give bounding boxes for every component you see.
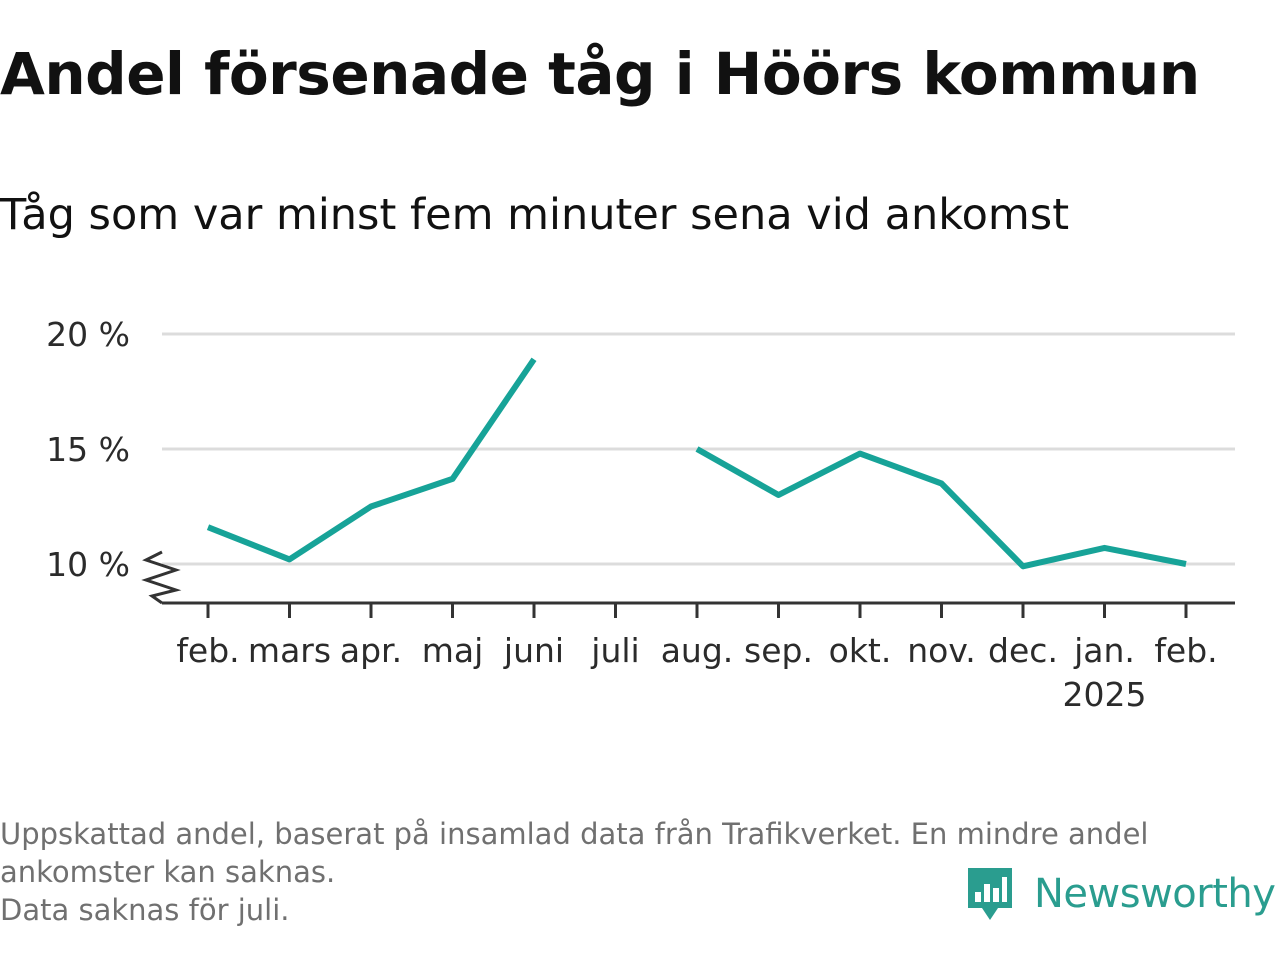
brand-name: Newsworthy [1034, 871, 1276, 917]
x-tick-label: juni [503, 631, 564, 670]
chart-subtitle: Tåg som var minst fem minuter sena vid a… [0, 190, 1070, 240]
footnote-line-3: Data saknas för juli. [0, 893, 290, 927]
newsworthy-bar-chart-icon [968, 868, 1012, 920]
x-tick-label: apr. [340, 631, 402, 670]
data-point [694, 446, 700, 452]
data-point [939, 481, 945, 487]
chart-title: Andel försenade tåg i Höörs kommun [0, 40, 1200, 108]
data-point [287, 556, 293, 562]
data-point [1020, 563, 1026, 569]
data-point [1102, 545, 1108, 551]
data-point [776, 492, 782, 498]
series-line [206, 357, 537, 563]
footnote-line-1: Uppskattad andel, baserat på insamlad da… [0, 817, 1149, 851]
x-tick-label: aug. [661, 631, 734, 670]
x-tick-label: juli [590, 631, 639, 670]
brand-logo: Newsworthy [964, 864, 1276, 924]
footnote: Uppskattad andel, baserat på insamlad da… [0, 815, 1270, 929]
x-year-label: 2025 [1063, 675, 1147, 714]
data-point [368, 504, 374, 510]
data-point [450, 476, 456, 482]
data-point [1183, 561, 1189, 567]
series-line [695, 446, 1187, 570]
x-tick-label: feb. [1154, 631, 1217, 670]
data-point [205, 524, 211, 530]
footnote-line-2: ankomster kan saknas. [0, 855, 336, 889]
y-axis: 10 % 15 % 20 % [46, 315, 182, 605]
x-tick-label: okt. [829, 631, 892, 670]
x-tick-label: nov. [907, 631, 976, 670]
y-tick-label: 15 % [46, 430, 130, 469]
x-tick-label: feb. [176, 631, 239, 670]
x-tick-label: dec. [988, 631, 1058, 670]
data-point [857, 451, 863, 457]
y-tick-label: 10 % [46, 545, 130, 584]
y-tick-label: 20 % [46, 315, 130, 354]
series [205, 356, 1189, 570]
x-tick-label: jan. [1073, 631, 1135, 670]
line-chart: 10 %15 %20 % feb. mars apr. maj juni juli aug.… [46, 315, 1235, 714]
data-point [531, 356, 537, 362]
x-tick-label: mars [248, 631, 331, 670]
x-axis [162, 601, 1235, 618]
x-tick-label: sep. [744, 631, 813, 670]
x-tick-labels: feb. mars apr. maj juni juli aug. sep. okt. nov. d… [176, 631, 1217, 714]
axis-break-icon [141, 550, 182, 605]
x-tick-label: maj [422, 631, 484, 670]
